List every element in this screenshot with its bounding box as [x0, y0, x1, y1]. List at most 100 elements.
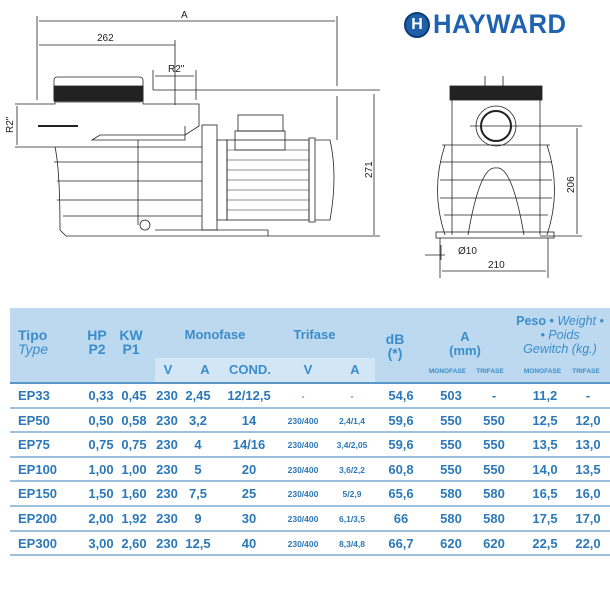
cell-peso-mono: 13,5: [532, 437, 558, 453]
cell-a-tri: 580: [483, 486, 505, 502]
cell-mono-a: 7,5: [188, 486, 208, 502]
cell-model: EP75: [18, 437, 50, 453]
cell-tri-v: 230/400: [287, 513, 319, 524]
cell-peso-tri: 13,5: [575, 461, 601, 477]
cell-hp: 2,00: [88, 510, 114, 526]
subheader-band: [155, 358, 375, 382]
header-mono-cond: COND.: [229, 362, 271, 377]
cell-mono-a: 3,2: [188, 412, 208, 428]
header-tri-v: V: [303, 362, 313, 377]
header-tipo: Tipo Type: [18, 327, 49, 357]
header-trifase: Trifase: [293, 327, 336, 342]
table-row: EP200 2,00 1,92 230 9 30 230/400 6,1/3,5 66 580 58…: [10, 507, 610, 532]
dim-label-hole: Ø10: [458, 246, 477, 257]
cell-tri-v: 230/400: [287, 489, 319, 500]
table-row: EP150 1,50 1,60 230 7,5 25 230/400 5/2,9 65,6 580…: [10, 482, 610, 507]
cell-mono-v: 230: [156, 535, 178, 551]
cell-tri-v: 230/400: [287, 464, 319, 475]
header-kw: KW P1: [119, 327, 143, 357]
cell-peso-mono: 17,5: [532, 510, 558, 526]
cell-a-tri: 580: [483, 510, 505, 526]
table-body: EP33 0,33 0,45 230 2,45 12/12,5 - - 54,6 503 - 11,2…: [10, 384, 610, 557]
logo-text: HAYWARD: [433, 9, 567, 39]
cell-a-tri: 550: [483, 437, 505, 453]
cell-hp: 3,00: [88, 535, 114, 551]
cell-db: 65,6: [388, 486, 414, 502]
cell-a-mono: 580: [440, 510, 462, 526]
table-row: EP33 0,33 0,45 230 2,45 12/12,5 - - 54,6 503 - 11,2…: [10, 384, 610, 409]
cell-hp: 1,50: [88, 486, 114, 502]
cell-a-tri: -: [491, 388, 497, 403]
cell-mono-v: 230: [156, 437, 178, 453]
dim-label-a: A: [181, 10, 188, 21]
cell-peso-mono: 11,2: [532, 388, 558, 403]
cell-mono-a: 12,5: [185, 535, 211, 551]
cell-mono-v: 230: [156, 510, 178, 526]
cell-a-tri: 550: [483, 412, 505, 428]
cell-kw: 1,92: [121, 510, 147, 526]
cell-kw: 0,75: [121, 437, 147, 453]
cell-model: EP50: [18, 412, 50, 428]
cell-model: EP33: [18, 388, 50, 403]
cell-a-tri: 620: [483, 535, 505, 551]
cell-tri-a: -: [350, 391, 354, 401]
header-a-tri: TRIFASE: [476, 368, 504, 375]
cell-db: 66: [393, 510, 409, 526]
cell-peso-tri: 22,0: [575, 535, 601, 551]
cell-a-tri: 550: [483, 461, 505, 477]
cell-tri-a: 2,4/1,4: [339, 415, 365, 426]
cell-hp: 0,33: [88, 388, 114, 403]
cell-peso-tri: 13,0: [575, 437, 601, 453]
cell-hp: 1,00: [88, 461, 114, 477]
dim-label-inlet: R2": [5, 116, 16, 133]
logo-mark-icon: H: [404, 11, 430, 38]
header-monofase: Monofase: [184, 327, 246, 342]
cell-peso-tri: 17,0: [575, 510, 601, 526]
header-peso: Peso • Weight • • Poids Gewitch (kg.): [516, 314, 604, 356]
table-row: EP75 0,75 0,75 230 4 14/16 230/400 3,4/2,05 59,6…: [10, 433, 610, 458]
cell-db: 59,6: [388, 437, 414, 453]
dim-label-206: 206: [566, 176, 577, 193]
table-row: EP300 3,00 2,60 230 12,5 40 230/400 8,3/4,8 66,7…: [10, 532, 610, 557]
dim-label-262: 262: [97, 33, 114, 44]
front-view: [425, 76, 582, 278]
cell-mono-a: 5: [194, 461, 202, 477]
header-hp: HP P2: [87, 327, 107, 357]
header-a-mm: A (mm): [449, 329, 481, 358]
cell-kw: 0,58: [121, 412, 147, 428]
cell-hp: 0,50: [88, 412, 114, 428]
cell-mono-v: 230: [156, 412, 178, 428]
header-db: dB (*): [385, 331, 405, 361]
cell-peso-tri: 12,0: [575, 412, 601, 428]
cell-db: 60,8: [388, 461, 414, 477]
cell-tri-v: 230/400: [287, 415, 319, 426]
cell-kw: 1,00: [121, 461, 147, 477]
cell-mono-a: 4: [194, 437, 202, 453]
table-row: EP50 0,50 0,58 230 3,2 14 230/400 2,4/1,4 59,6 55…: [10, 409, 610, 434]
cell-hp: 0,75: [88, 437, 114, 453]
cell-a-mono: 550: [440, 437, 462, 453]
dim-label-271: 271: [364, 161, 375, 178]
table-row: EP100 1,00 1,00 230 5 20 230/400 3,6/2,2 60,8 550…: [10, 458, 610, 483]
cell-mono-cond: 12/12,5: [227, 388, 271, 403]
cell-tri-a: 8,3/4,8: [339, 538, 365, 549]
cell-mono-v: 230: [156, 486, 178, 502]
cell-tri-a: 5/2,9: [342, 489, 362, 500]
dim-label-210: 210: [488, 260, 505, 271]
cell-mono-a: 2,45: [185, 388, 211, 403]
cell-kw: 2,60: [121, 535, 147, 551]
cell-peso-tri: 16,0: [575, 486, 601, 502]
cell-a-mono: 580: [440, 486, 462, 502]
cell-peso-mono: 12,5: [532, 412, 558, 428]
cell-peso-mono: 22,5: [532, 535, 558, 551]
cell-mono-cond: 20: [241, 461, 257, 477]
cell-model: EP300: [18, 535, 58, 551]
cell-mono-a: 9: [194, 510, 202, 526]
cell-tri-a: 3,4/2,05: [336, 440, 368, 451]
cell-mono-cond: 14: [241, 412, 257, 428]
cell-kw: 1,60: [121, 486, 147, 502]
cell-mono-cond: 25: [241, 486, 257, 502]
header-peso-tri: TRIFASE: [572, 368, 600, 375]
dim-label-outlet: R2": [168, 64, 185, 75]
